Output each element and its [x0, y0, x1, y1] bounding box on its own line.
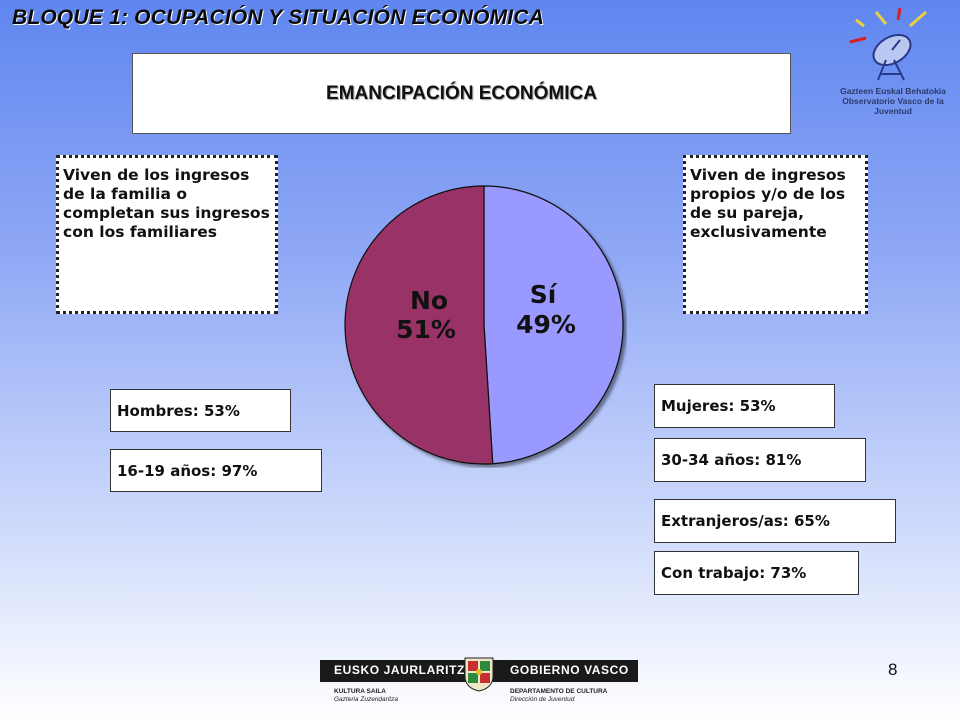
slice-label-no-value: 51% [396, 315, 456, 344]
gov-right-sub-1: DEPARTAMENTO DE CULTURA [510, 688, 608, 695]
pie-slice-no [344, 185, 494, 465]
stat-con-trabajo: Con trabajo: 73% [654, 551, 859, 595]
gov-right-sub: DEPARTAMENTO DE CULTURA Dirección de Juv… [510, 688, 607, 704]
gov-right-sub-2: Dirección de Juventud [510, 696, 575, 703]
gov-left-sub: KULTURA SAILA Gazteria Zuzendaritza [334, 688, 398, 704]
stat-16-19-text: 16-19 años: 97% [117, 461, 258, 480]
stat-mujeres: Mujeres: 53% [654, 384, 835, 428]
pie-chart: No 51% Sí 49% [344, 185, 627, 468]
observatorio-logo [826, 6, 956, 116]
gov-left-label: EUSKO JAURLARITZA [334, 663, 475, 677]
page-number: 8 [888, 660, 898, 679]
logo-line-2: Observatorio Vasco de la Juventud [842, 96, 944, 116]
gov-left-sub-1: KULTURA SAILA [334, 688, 386, 695]
logo-caption: Gazteen Euskal Behatokia Observatorio Va… [826, 86, 960, 116]
slice-label-no-name: No [410, 286, 448, 315]
logo-line-1: Gazteen Euskal Behatokia [840, 86, 946, 96]
government-logo: EUSKO JAURLARITZA GOBIERNO VASCO KULTURA… [320, 656, 638, 718]
title-box: EMANCIPACIÓN ECONÓMICA [132, 53, 791, 134]
pie-chart-svg: No 51% Sí 49% [344, 185, 624, 465]
stat-extranjeros: Extranjeros/as: 65% [654, 499, 896, 543]
pie-slice-si [483, 185, 624, 465]
stat-extranjeros-text: Extranjeros/as: 65% [661, 512, 830, 530]
left-note-text: Viven de los ingresos de la familia o co… [63, 166, 270, 241]
stat-30-34-text: 30-34 años: 81% [661, 451, 802, 469]
stat-con-trabajo-text: Con trabajo: 73% [661, 564, 807, 582]
stat-16-19: 16-19 años: 97% [110, 449, 322, 492]
left-note-box: Viven de los ingresos de la familia o co… [56, 155, 278, 314]
right-note-box: Viven de ingresos propios y/o de los de … [683, 155, 868, 314]
stat-hombres-text: Hombres: 53% [117, 401, 240, 420]
gov-left-sub-2: Gazteria Zuzendaritza [334, 696, 398, 703]
slice-label-si-value: 49% [516, 310, 576, 339]
gov-right-label: GOBIERNO VASCO [510, 663, 629, 677]
satellite-dish-icon [849, 7, 927, 81]
stat-hombres: Hombres: 53% [110, 389, 291, 432]
coat-of-arms-icon [464, 657, 494, 692]
section-heading: BLOQUE 1: OCUPACIÓN Y SITUACIÓN ECONÓMIC… [12, 6, 545, 29]
page-title: EMANCIPACIÓN ECONÓMICA [326, 82, 597, 104]
stat-30-34: 30-34 años: 81% [654, 438, 866, 482]
slice-label-si-name: Sí [530, 280, 558, 309]
stat-mujeres-text: Mujeres: 53% [661, 397, 776, 415]
right-note-text: Viven de ingresos propios y/o de los de … [690, 166, 846, 241]
